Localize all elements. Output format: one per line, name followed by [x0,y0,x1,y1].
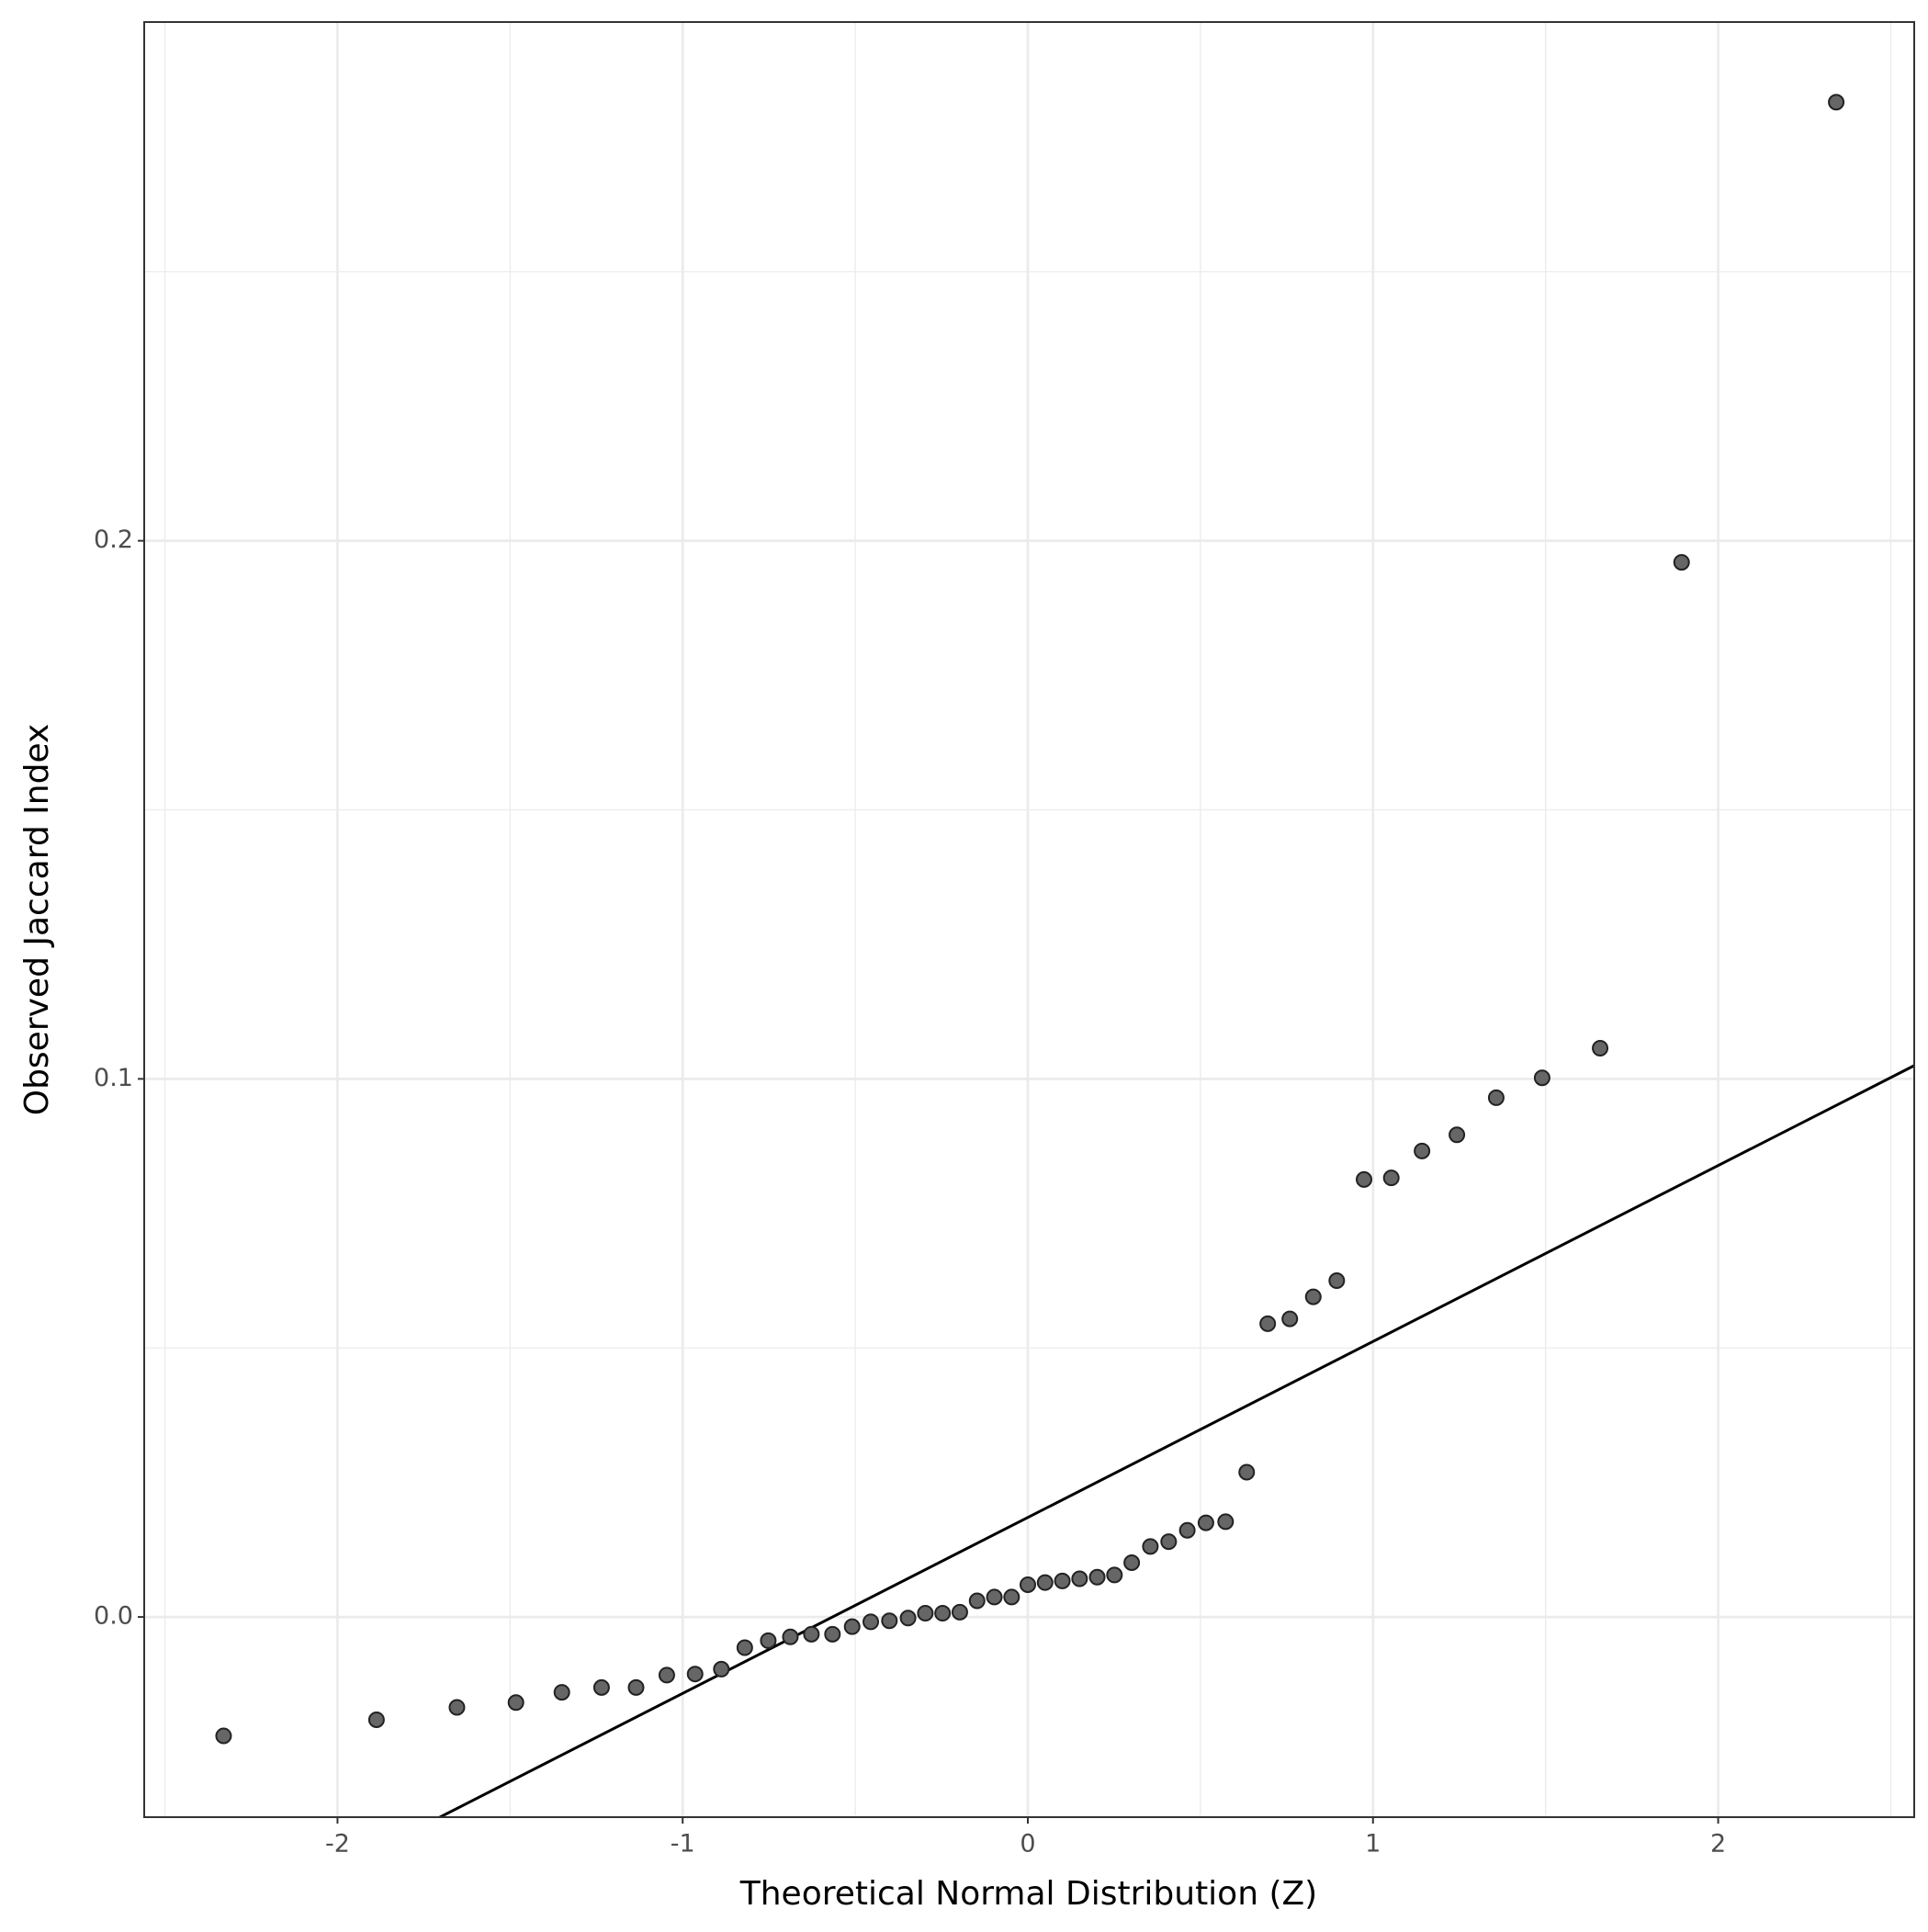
data-point [1382,1169,1400,1187]
data-point [1673,554,1690,571]
data-point [824,1625,841,1643]
data-point [1036,1574,1054,1591]
data-point [843,1618,861,1635]
data-point [448,1699,466,1716]
data-point [1003,1588,1020,1606]
data-point [658,1666,675,1684]
data-point [881,1612,898,1630]
data-point [1533,1069,1550,1087]
data-point [782,1628,799,1645]
data-point [1142,1538,1159,1555]
data-point [1019,1576,1036,1593]
x-tick-label: 1 [1365,1830,1381,1859]
data-point [215,1727,232,1745]
data-point [507,1694,524,1712]
data-point [1356,1170,1373,1188]
data-point [1259,1315,1277,1332]
y-axis-title: Observed Jaccard Index [18,724,56,1116]
y-tick-label: 0.2 [94,525,133,554]
reference-line [436,1064,1914,1817]
panel-border [143,21,1915,1818]
data-point [1828,94,1845,111]
data-point [1178,1521,1196,1539]
x-tick-label: 2 [1710,1830,1726,1859]
data-point [1217,1513,1235,1531]
data-point [367,1711,385,1728]
data-point [1088,1568,1106,1586]
x-axis-title: Theoretical Normal Distribution (Z) [739,1875,1317,1913]
data-point [1487,1089,1505,1106]
y-tick-label: 0.0 [94,1602,133,1631]
data-point [986,1588,1003,1606]
data-point [553,1684,570,1701]
x-tick-label: -1 [671,1830,695,1859]
data-point [686,1666,704,1683]
grid [144,22,1914,1817]
data-point [1054,1572,1071,1589]
data-point [1281,1310,1299,1328]
data-point [1592,1039,1609,1056]
data-point [917,1605,934,1622]
data-point [899,1610,917,1627]
data-point [736,1639,753,1656]
x-tick-label: -2 [325,1830,350,1859]
data-point [1414,1142,1431,1159]
data-point [1304,1288,1322,1305]
data-point [951,1603,968,1621]
y-tick-label: 0.1 [94,1064,133,1092]
data-point [1449,1126,1466,1144]
data-point [1071,1570,1088,1587]
data-point [863,1613,880,1631]
data-point [627,1678,645,1696]
data-point [968,1592,986,1610]
data-point [1106,1566,1123,1584]
data-point [934,1605,952,1622]
data-point [1328,1272,1346,1290]
axes: -2 -1 0 1 2 0.0 0.1 0.2 [94,525,1726,1858]
data-point [1123,1554,1141,1571]
data-point [803,1625,820,1643]
data-point [760,1632,777,1649]
data-point [713,1660,730,1678]
plot-area [215,94,1914,1817]
data-point [1238,1463,1256,1481]
data-point [1160,1533,1178,1551]
data-point [592,1678,610,1696]
x-tick-label: 0 [1020,1830,1035,1859]
data-point [1197,1514,1214,1531]
